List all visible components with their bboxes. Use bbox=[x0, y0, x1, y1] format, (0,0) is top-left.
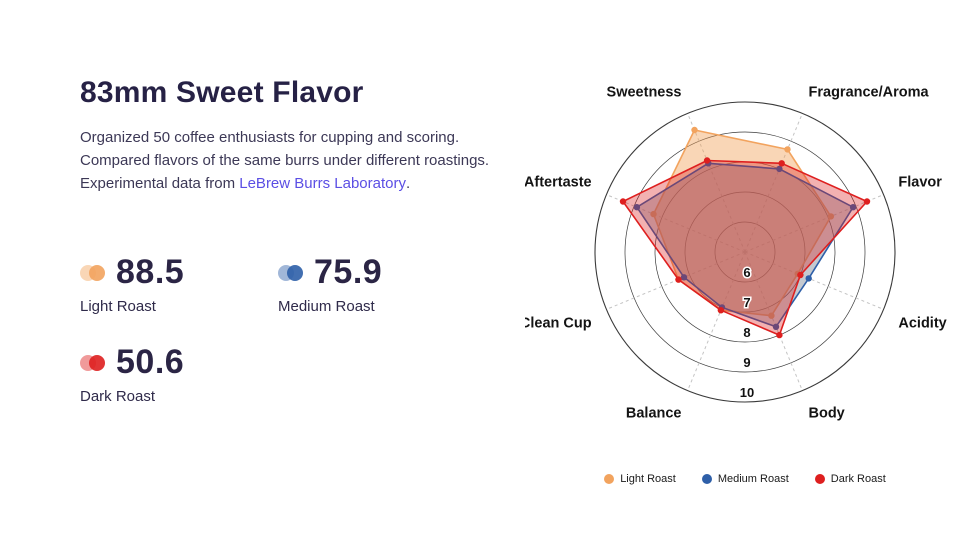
radar-point-dark-roast bbox=[776, 331, 783, 339]
radar-axis-label: Aftertaste bbox=[525, 175, 592, 191]
legend-item: Light Roast bbox=[604, 473, 676, 485]
radar-point-medium-roast bbox=[849, 204, 857, 211]
legend-dot-icon bbox=[701, 474, 712, 484]
stats: 88.5 Light Roast 75.9 Medium Roast 50.6 … bbox=[80, 253, 500, 405]
legend-item: Medium Roast bbox=[701, 473, 789, 485]
radar-point-dark-roast bbox=[717, 307, 725, 314]
radar-point-dark-roast bbox=[619, 198, 627, 205]
description-line-1: Organized 50 coffee enthusiasts for cupp… bbox=[80, 129, 460, 146]
radar-point-medium-roast bbox=[633, 204, 641, 211]
radar-chart-panel: 6 7 8 9 10 Sweetness Fragrance/Aroma Flavor Acid… bbox=[520, 52, 965, 485]
radar-point-medium-roast bbox=[680, 274, 688, 281]
radar-point-dark-roast bbox=[797, 271, 804, 279]
radar-point-light-roast bbox=[784, 146, 791, 153]
radar-axis-label: Clean Cup bbox=[525, 316, 592, 332]
radar-point-light-roast bbox=[768, 312, 775, 319]
legend-dot-icon bbox=[814, 474, 825, 484]
radar-point-medium-roast bbox=[772, 323, 780, 330]
radar-tick-label: 7 bbox=[743, 295, 750, 310]
legend-item: Dark Roast bbox=[814, 473, 886, 485]
radar-tick-label: 9 bbox=[743, 355, 750, 370]
radar-axis-label: Flavor bbox=[898, 175, 942, 191]
radar-axis-label: Sweetness bbox=[607, 85, 682, 101]
radar-axis-label: Body bbox=[809, 405, 845, 421]
description-line-3-text: Experimental data from bbox=[80, 175, 240, 192]
page-title: 83mm Sweet Flavor bbox=[80, 76, 364, 109]
dark-roast-dot-icon bbox=[80, 354, 110, 372]
radar-spoke bbox=[744, 113, 803, 253]
radar-spoke bbox=[687, 251, 746, 391]
info-panel: 83mm Sweet Flavor Organized 50 coffee en… bbox=[80, 76, 500, 405]
stat-dark-roast: 50.6 Dark Roast bbox=[80, 343, 278, 405]
stat-label-light-roast: Light Roast bbox=[80, 298, 156, 315]
radar-point-dark-roast bbox=[703, 157, 711, 164]
stat-value-light-roast: 88.5 bbox=[116, 253, 185, 291]
radar-spoke bbox=[606, 194, 746, 253]
light-roast-dot-icon bbox=[80, 264, 110, 282]
stat-value-medium-roast: 75.9 bbox=[314, 253, 383, 291]
radar-axis-label: Acidity bbox=[898, 316, 946, 332]
radar-point-medium-roast bbox=[776, 165, 783, 173]
stat-label-medium-roast: Medium Roast bbox=[278, 298, 375, 315]
radar-spoke bbox=[744, 251, 884, 310]
radar-tick-label: 6 bbox=[743, 265, 750, 280]
stat-light-roast: 88.5 Light Roast bbox=[80, 253, 278, 315]
radar-tick-label: 10 bbox=[740, 385, 754, 400]
legend-label: Dark Roast bbox=[830, 473, 886, 485]
radar-spoke bbox=[687, 113, 746, 253]
description-line-3-period: . bbox=[406, 175, 411, 192]
description: Organized 50 coffee enthusiasts for cupp… bbox=[80, 126, 500, 195]
radar-point-dark-roast bbox=[863, 198, 871, 205]
lab-link[interactable]: LeBrew Burrs Laboratory bbox=[239, 175, 406, 192]
radar-ring bbox=[684, 191, 806, 313]
radar-ring bbox=[624, 131, 866, 373]
radar-chart: 6 7 8 9 10 Sweetness Fragrance/Aroma Flavor Acid… bbox=[520, 85, 947, 422]
radar-point-medium-roast bbox=[805, 275, 812, 282]
radar-point-dark-roast bbox=[675, 276, 682, 283]
radar-point-light-roast bbox=[650, 210, 657, 218]
radar-ring bbox=[714, 221, 776, 283]
radar-point-light-roast bbox=[827, 213, 835, 220]
radar-tick-label: 8 bbox=[743, 325, 750, 340]
stat-label-dark-roast: Dark Roast bbox=[80, 388, 156, 405]
legend-label: Medium Roast bbox=[717, 473, 789, 485]
description-line-2: Compared flavors of the same burrs under… bbox=[80, 152, 490, 169]
radar-axis-label: Fragrance/Aroma bbox=[809, 85, 930, 101]
legend-label: Light Roast bbox=[620, 473, 676, 485]
radar-point-light-roast bbox=[691, 126, 698, 134]
radar-axis-label: Balance bbox=[626, 405, 682, 421]
description-line-3: Experimental data from LeBrew Burrs Labo… bbox=[80, 172, 500, 195]
radar-point-dark-roast bbox=[778, 160, 785, 167]
radar-spoke bbox=[744, 194, 884, 253]
radar-spoke bbox=[606, 251, 746, 310]
stat-value-dark-roast: 50.6 bbox=[116, 343, 185, 381]
stat-medium-roast: 75.9 Medium Roast bbox=[278, 253, 498, 315]
radar-ring bbox=[594, 101, 896, 403]
chart-legend: Light Roast Medium Roast Dark Roast bbox=[525, 473, 965, 485]
legend-dot-icon bbox=[604, 474, 615, 484]
medium-roast-dot-icon bbox=[278, 264, 308, 282]
